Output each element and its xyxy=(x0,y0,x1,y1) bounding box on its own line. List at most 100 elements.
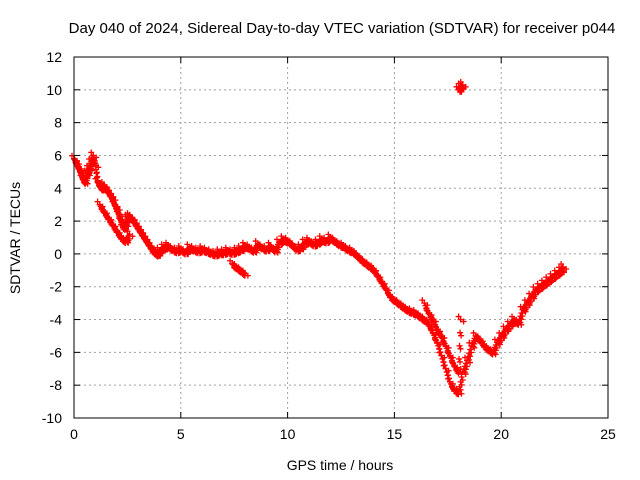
data-point xyxy=(94,198,101,205)
data-point xyxy=(458,390,465,397)
data-point xyxy=(543,274,550,281)
data-point xyxy=(75,165,82,172)
data-point xyxy=(406,305,413,312)
data-point xyxy=(461,369,468,376)
y-tick-label: 2 xyxy=(54,213,62,229)
data-point xyxy=(205,246,212,253)
data-point xyxy=(92,175,99,182)
data-point xyxy=(457,78,464,85)
data-point xyxy=(376,275,383,282)
data-point xyxy=(551,267,558,274)
data-point xyxy=(115,215,122,222)
data-point xyxy=(133,221,140,228)
x-tick-label: 25 xyxy=(600,426,616,442)
y-tick-label: 4 xyxy=(54,180,62,196)
data-point xyxy=(197,242,204,249)
data-point xyxy=(308,238,315,245)
data-point xyxy=(239,267,246,274)
data-point xyxy=(218,246,225,253)
data-points xyxy=(69,78,570,398)
data-point xyxy=(436,329,443,336)
data-point xyxy=(167,242,174,249)
data-point xyxy=(462,354,469,361)
data-point xyxy=(470,329,477,336)
data-point xyxy=(563,266,570,273)
data-point xyxy=(439,355,446,362)
data-point xyxy=(385,290,392,297)
data-point xyxy=(107,192,114,199)
data-point xyxy=(372,269,379,276)
data-point xyxy=(90,159,97,166)
data-point xyxy=(141,234,148,241)
data-point xyxy=(291,242,298,249)
x-tick-label: 0 xyxy=(70,426,78,442)
data-point xyxy=(467,346,474,353)
data-point xyxy=(389,293,396,300)
data-point xyxy=(449,359,456,366)
data-point xyxy=(88,149,95,156)
data-point xyxy=(460,318,467,325)
data-point xyxy=(410,306,417,313)
data-point xyxy=(462,83,469,90)
data-point xyxy=(350,247,357,254)
y-tick-label: -4 xyxy=(50,312,63,328)
data-point xyxy=(462,366,469,373)
data-point xyxy=(483,343,490,350)
data-point xyxy=(231,244,238,251)
data-point xyxy=(419,313,426,320)
data-point xyxy=(458,371,465,378)
data-point xyxy=(113,208,120,215)
data-point xyxy=(457,329,464,336)
data-point xyxy=(282,234,289,241)
data-point xyxy=(77,172,84,179)
data-point xyxy=(103,185,110,192)
data-point xyxy=(419,297,426,304)
data-point xyxy=(329,234,336,241)
data-point xyxy=(316,233,323,240)
data-point xyxy=(201,244,208,251)
data-point xyxy=(444,349,451,356)
data-point xyxy=(261,242,268,249)
data-point xyxy=(235,242,242,249)
data-point xyxy=(162,239,169,246)
y-tick-label: 12 xyxy=(46,49,62,65)
data-point xyxy=(538,277,545,284)
data-point xyxy=(519,312,526,319)
data-point xyxy=(432,336,439,343)
data-point xyxy=(312,236,319,243)
data-point xyxy=(518,316,525,323)
data-point xyxy=(188,242,195,249)
data-point xyxy=(145,241,152,248)
data-point xyxy=(111,224,118,231)
data-point xyxy=(457,386,464,393)
y-tick-label: 8 xyxy=(54,115,62,131)
data-point xyxy=(139,231,146,238)
data-point xyxy=(530,284,537,291)
data-point xyxy=(84,175,91,182)
data-point xyxy=(518,309,525,316)
data-point xyxy=(227,246,234,253)
data-point xyxy=(175,242,182,249)
y-tick-label: -8 xyxy=(50,377,63,393)
data-point xyxy=(303,234,310,241)
data-point xyxy=(493,344,500,351)
data-point xyxy=(459,376,466,383)
y-axis-title: SDTVAR / TECUs xyxy=(7,182,23,294)
data-point xyxy=(534,280,541,287)
data-point xyxy=(479,339,486,346)
data-point xyxy=(402,303,409,310)
data-point xyxy=(227,257,234,264)
data-point xyxy=(393,297,400,304)
x-tick-label: 20 xyxy=(493,426,509,442)
data-point xyxy=(98,205,105,212)
y-tick-label: 0 xyxy=(54,246,62,262)
data-point xyxy=(101,182,108,189)
data-point xyxy=(235,264,242,271)
data-point xyxy=(397,300,404,307)
data-point xyxy=(368,262,375,269)
data-point xyxy=(192,244,199,251)
data-point xyxy=(239,239,246,246)
data-point xyxy=(346,244,353,251)
data-point xyxy=(455,313,462,320)
